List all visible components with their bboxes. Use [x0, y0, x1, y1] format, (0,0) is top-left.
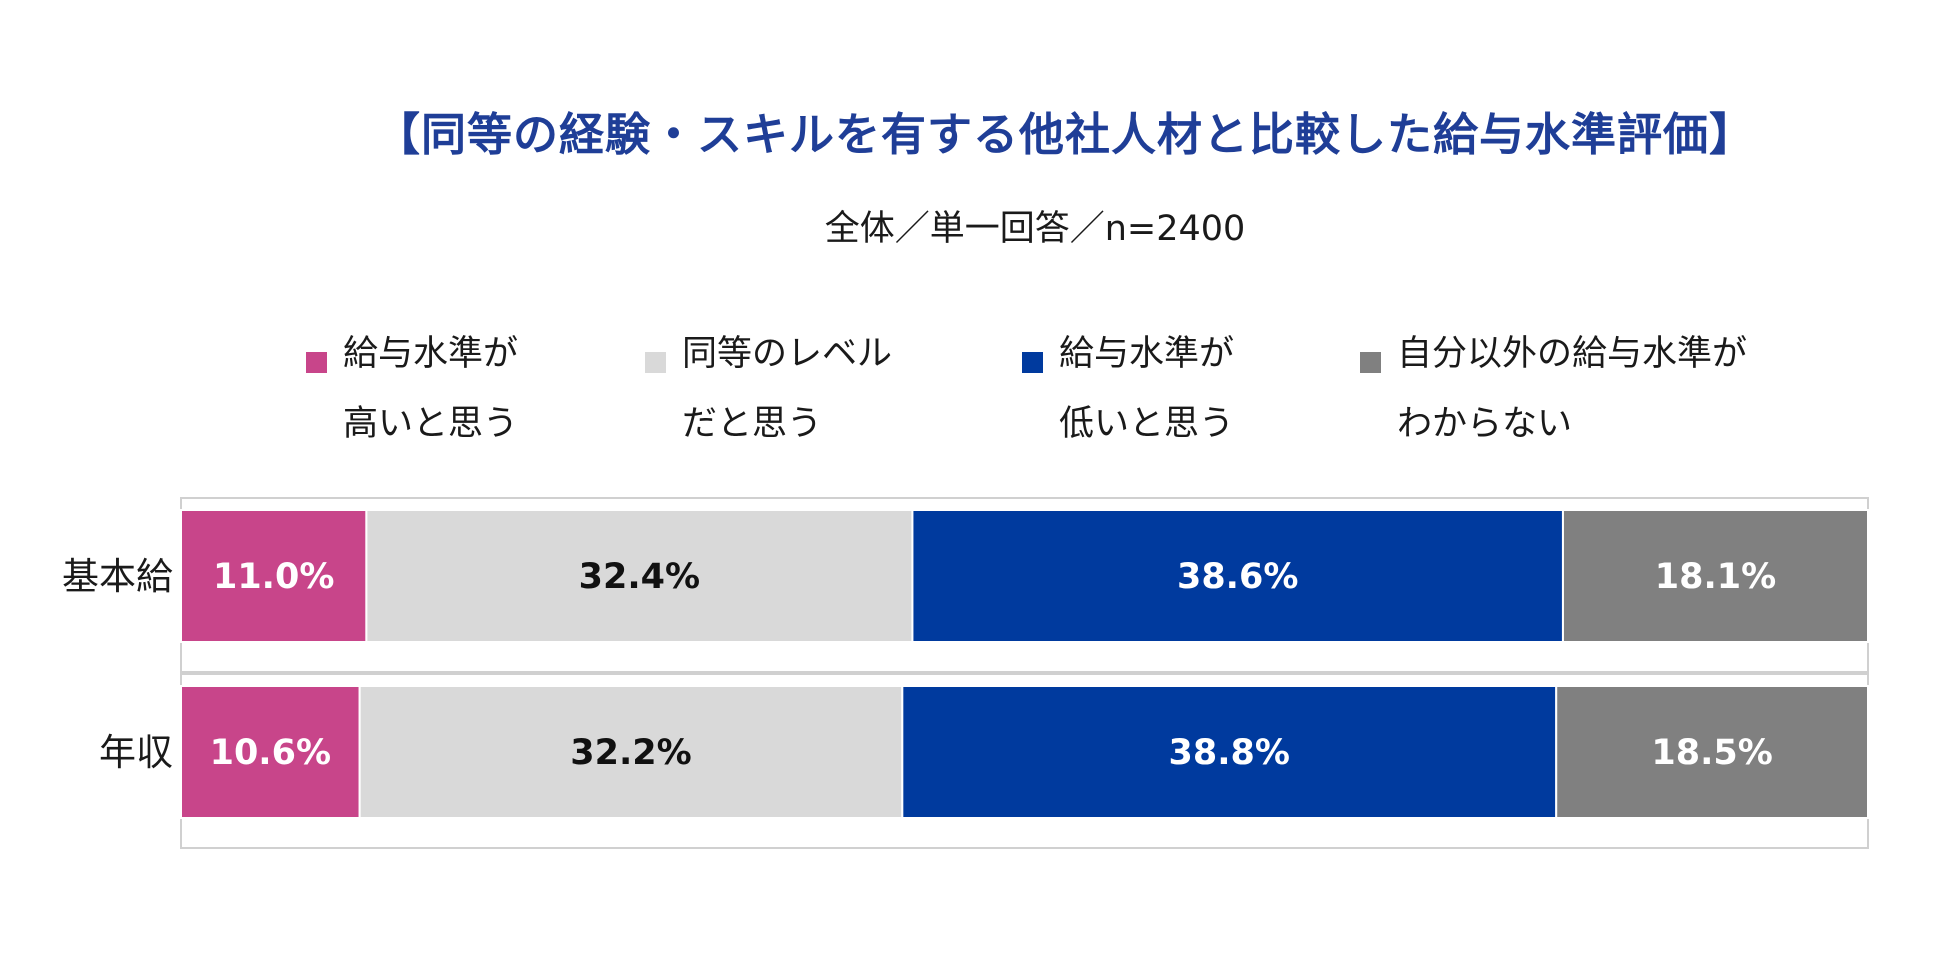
legend-label-low-line2: 低いと思う: [1059, 404, 1235, 444]
legend-label-unknown-line2: わからない: [1397, 404, 1573, 444]
data-label-base-salary-unknown: 18.1%: [1655, 557, 1776, 597]
legend-label-same-line2: だと思う: [682, 404, 823, 444]
data-label-annual-income-unknown: 18.5%: [1651, 733, 1772, 773]
legend-swatch-unknown: [1360, 352, 1381, 373]
legend-swatch-same: [645, 352, 666, 373]
data-label-base-salary-low: 38.6%: [1177, 557, 1298, 597]
legend-label-same-line1: 同等のレベル: [682, 334, 893, 374]
legend-item-same: 同等のレベル だと思う: [645, 334, 892, 459]
legend-label-high-line1: 給与水準が: [343, 334, 519, 374]
bar-base-salary-high: [180, 509, 368, 643]
data-label-annual-income-low: 38.8%: [1169, 733, 1290, 773]
data-label-base-salary-same: 32.4%: [579, 557, 700, 597]
legend-swatch-high: [306, 352, 327, 373]
legend-swatch-low: [1022, 352, 1043, 373]
legend-label-high-line2: 高いと思う: [343, 404, 519, 444]
bar-base-salary-same: [365, 509, 914, 643]
bar-base-salary-low: [911, 509, 1564, 643]
bar-base-salary-unknown: [1561, 509, 1869, 643]
bar-annual-income-low: [901, 685, 1558, 819]
chart-legend: 給与水準が 高いと思う 同等のレベル だと思う 給与水準が 低いと思う 自分以外…: [0, 334, 1950, 455]
chart-title: 【同等の経験・スキルを有する他社人材と比較した給与水準評価】: [374, 108, 1755, 161]
bar-annual-income-same: [358, 685, 904, 819]
chart-subtitle: 全体／単一回答／n=2400: [824, 209, 1246, 249]
data-label-annual-income-same: 32.2%: [570, 733, 691, 773]
data-label-base-salary-high: 11.0%: [213, 557, 334, 597]
legend-item-high: 給与水準が 高いと思う: [306, 334, 519, 459]
legend-item-low: 給与水準が 低いと思う: [1022, 334, 1235, 459]
category-label-annual-income: 年収: [99, 731, 173, 774]
legend-item-unknown: 自分以外の給与水準が わからない: [1360, 334, 1747, 459]
legend-label-unknown-line1: 自分以外の給与水準が: [1397, 334, 1748, 374]
data-label-annual-income-high: 10.6%: [210, 733, 331, 773]
bar-annual-income-unknown: [1555, 685, 1869, 819]
category-label-base-salary: 基本給: [62, 555, 173, 598]
legend-label-low-line1: 給与水準が: [1059, 334, 1235, 374]
